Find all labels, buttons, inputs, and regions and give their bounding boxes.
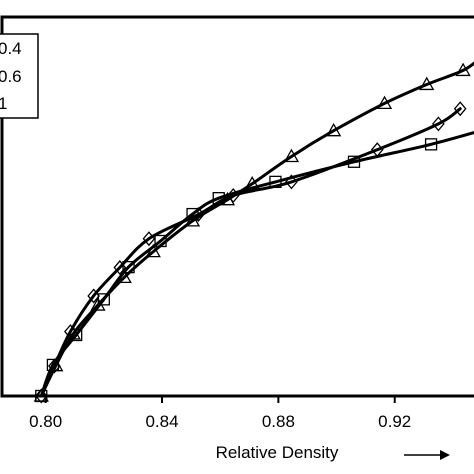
- data-point-square-2: [46, 358, 60, 372]
- legend-label-0-4: 0.4: [0, 39, 22, 58]
- data-point-diamond-1: [142, 231, 156, 247]
- data-point-triangle-0: [145, 243, 161, 258]
- x-tick-label: 0.80: [29, 412, 62, 431]
- data-point-triangle-0: [326, 122, 342, 137]
- legend-label-1: 1: [0, 94, 7, 113]
- data-point-triangle-0: [419, 76, 435, 91]
- data-point-square-2: [154, 234, 167, 248]
- data-point-diamond-1: [192, 206, 205, 222]
- data-point-square-2: [269, 175, 282, 189]
- data-point-square-2: [97, 293, 110, 306]
- data-point-square-2: [35, 389, 48, 403]
- series-markers: [33, 61, 474, 404]
- x-tick-label: 0.84: [145, 412, 178, 431]
- data-point-diamond-1: [226, 188, 240, 204]
- series-curves: [39, 61, 474, 398]
- data-point-triangle-0: [376, 95, 393, 110]
- x-axis-arrow: [404, 450, 450, 460]
- data-point-diamond-1: [370, 142, 384, 158]
- data-point-diamond-1: [34, 388, 48, 404]
- data-point-triangle-0: [116, 269, 132, 284]
- x-tick-label: 0.88: [262, 412, 295, 431]
- data-point-diamond-1: [87, 288, 100, 304]
- data-point-square-2: [347, 155, 361, 168]
- legend-box: [0, 33, 39, 119]
- data-point-square-2: [70, 328, 83, 342]
- data-point-triangle-0: [244, 175, 260, 190]
- x-axis-title: Relative Density: [216, 443, 339, 462]
- data-point-square-2: [122, 260, 135, 274]
- data-point-diamond-1: [453, 101, 467, 117]
- data-point-square-2: [186, 207, 199, 221]
- series-line-2: [39, 131, 474, 398]
- data-point-square-2: [212, 192, 225, 205]
- legend-label-0-6: 0.6: [0, 67, 22, 86]
- x-axis-tick-labels: 0.80 0.84 0.88 0.92: [29, 412, 411, 431]
- series-line-0: [39, 61, 474, 398]
- data-point-triangle-0: [65, 326, 81, 340]
- data-point-diamond-1: [285, 174, 298, 190]
- plot-frame: [0, 15, 474, 398]
- data-point-diamond-1: [432, 116, 445, 132]
- data-point-triangle-0: [455, 62, 471, 77]
- data-point-triangle-0: [283, 148, 300, 163]
- x-tick-label: 0.92: [378, 412, 411, 431]
- data-point-square-2: [424, 138, 438, 151]
